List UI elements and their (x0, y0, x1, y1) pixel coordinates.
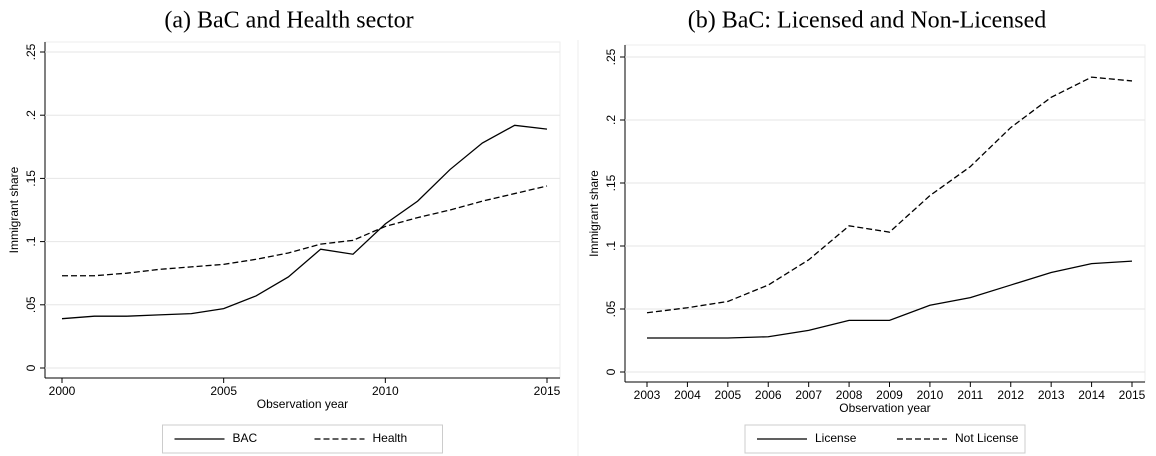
x-tick-label: 2000 (49, 384, 76, 398)
x-tick-label: 2006 (755, 388, 782, 402)
x-tick-label: 2005 (210, 384, 237, 398)
y-tick-label: .25 (604, 48, 618, 65)
x-tick-label: 2004 (674, 388, 701, 402)
x-tick-label: 2012 (997, 388, 1024, 402)
plot-frame (624, 44, 1146, 383)
y-tick-label: .15 (604, 174, 618, 191)
y-tick-label: .05 (24, 296, 38, 313)
series-line (61, 124, 548, 320)
x-tick-label: 2003 (634, 388, 661, 402)
y-axis-label: Immigrant share (7, 166, 21, 253)
x-tick-label: 2011 (957, 388, 983, 402)
chart-title: (b) BaC: Licensed and Non-Licensed (688, 8, 1047, 34)
legend-label: Not License (955, 431, 1019, 445)
x-tick-label: 2010 (917, 388, 944, 402)
y-tick-label: 0 (24, 364, 38, 371)
x-tick-label: 2010 (372, 384, 399, 398)
legend-label: BAC (233, 431, 258, 445)
y-tick-label: .2 (24, 110, 38, 120)
y-tick-label: .1 (24, 236, 38, 246)
y-tick-label: .2 (604, 115, 618, 125)
y-tick-label: .25 (24, 43, 38, 60)
y-tick-label: 0 (604, 368, 618, 375)
x-axis-label: Observation year (257, 397, 348, 411)
y-tick-label: .1 (604, 241, 618, 251)
plot-frame (44, 41, 561, 379)
x-axis-label: Observation year (839, 401, 930, 415)
y-tick-label: .05 (604, 300, 618, 317)
x-tick-label: 2014 (1078, 388, 1105, 402)
legend-label: License (815, 431, 857, 445)
x-tick-label: 2007 (795, 388, 822, 402)
y-axis-label: Immigrant share (587, 170, 601, 257)
series-line (647, 260, 1133, 339)
x-tick-label: 2008 (836, 388, 863, 402)
legend: License Not License (744, 424, 1026, 454)
chart-title: (a) BaC and Health sector (164, 8, 413, 34)
legend-label: Health (373, 431, 408, 445)
x-tick-label: 2005 (714, 388, 741, 402)
series-line (62, 185, 548, 277)
x-tick-label: 2009 (876, 388, 903, 402)
x-tick-label: 2015 (1119, 388, 1146, 402)
series-line (646, 76, 1133, 314)
y-tick-label: .15 (24, 170, 38, 187)
x-tick-label: 2013 (1038, 388, 1065, 402)
x-tick-label: 2015 (534, 384, 561, 398)
legend: BAC Health (162, 424, 443, 454)
